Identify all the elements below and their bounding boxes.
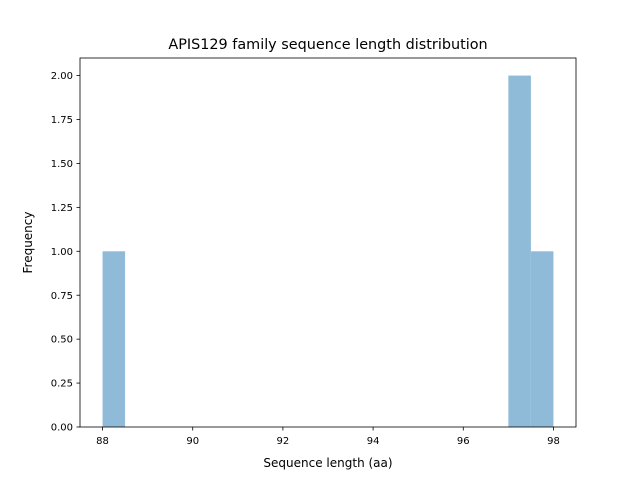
- chart-title: APIS129 family sequence length distribut…: [168, 37, 487, 53]
- y-tick-label: 0.75: [51, 291, 73, 302]
- y-tick-label: 1.00: [51, 247, 73, 258]
- x-axis-label: Sequence length (aa): [263, 456, 392, 470]
- y-tick-label: 1.50: [51, 159, 73, 170]
- histogram-bar: [508, 75, 531, 428]
- axes-frame: [79, 57, 577, 428]
- x-tick-label: 88: [96, 436, 109, 447]
- y-tick-label: 2.00: [51, 71, 73, 82]
- histogram-bar: [530, 251, 554, 427]
- y-axis-label: Frequency: [21, 212, 35, 274]
- x-tick-label: 92: [277, 436, 290, 447]
- x-tick-label: 90: [186, 436, 199, 447]
- y-tick-label: 1.75: [51, 115, 73, 126]
- y-tick-label: 0.00: [51, 423, 73, 434]
- histogram-bar: [102, 251, 126, 427]
- y-tick-label: 0.25: [51, 379, 73, 390]
- x-tick-label: 94: [367, 436, 380, 447]
- y-tick-label: 1.25: [51, 203, 73, 214]
- x-tick-label: 98: [547, 436, 560, 447]
- x-tick-label: 96: [457, 436, 470, 447]
- y-tick-label: 0.50: [51, 335, 73, 346]
